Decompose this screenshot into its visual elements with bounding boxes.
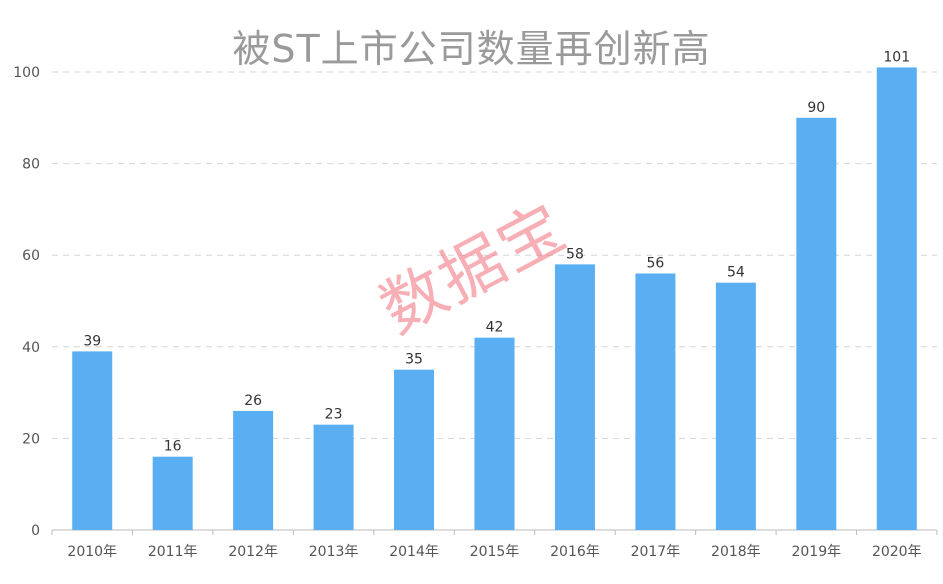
- bar: [152, 456, 193, 530]
- data-label: 90: [807, 100, 825, 116]
- x-tick-label: 2016年: [550, 544, 600, 560]
- y-tick-label: 20: [22, 431, 40, 447]
- x-tick-label: 2017年: [631, 544, 681, 560]
- data-label: 16: [164, 439, 182, 455]
- x-tick-label: 2010年: [67, 544, 117, 560]
- y-tick-label: 100: [13, 65, 40, 81]
- data-label: 54: [727, 265, 745, 281]
- bar: [72, 351, 113, 530]
- x-tick-label: 2015年: [470, 544, 520, 560]
- x-tick-label: 2018年: [711, 544, 761, 560]
- bar: [313, 424, 354, 530]
- data-label: 42: [486, 320, 504, 336]
- x-tick-label: 2020年: [872, 544, 922, 560]
- bar: [796, 117, 837, 531]
- bar: [876, 67, 917, 531]
- data-label: 26: [244, 393, 262, 409]
- data-label: 56: [646, 256, 664, 272]
- x-tick-label: 2012年: [228, 544, 278, 560]
- bar: [635, 273, 676, 530]
- y-tick-label: 40: [22, 340, 40, 356]
- chart-title: 被ST上市公司数量再创新高: [232, 27, 711, 71]
- data-label: 23: [325, 407, 343, 423]
- y-tick-label: 0: [31, 523, 40, 539]
- data-label: 101: [883, 49, 910, 65]
- data-label: 39: [83, 333, 101, 349]
- y-tick-label: 60: [22, 248, 40, 264]
- bar: [394, 369, 435, 530]
- data-label: 35: [405, 352, 423, 368]
- x-tick-label: 2013年: [309, 544, 359, 560]
- x-tick-label: 2011年: [148, 544, 198, 560]
- data-label: 58: [566, 246, 584, 262]
- bar: [554, 264, 595, 530]
- x-tick-label: 2019年: [791, 544, 841, 560]
- bar: [233, 410, 274, 530]
- bar: [715, 282, 756, 530]
- bar: [474, 337, 515, 530]
- x-tick-label: 2014年: [389, 544, 439, 560]
- y-tick-label: 80: [22, 157, 40, 173]
